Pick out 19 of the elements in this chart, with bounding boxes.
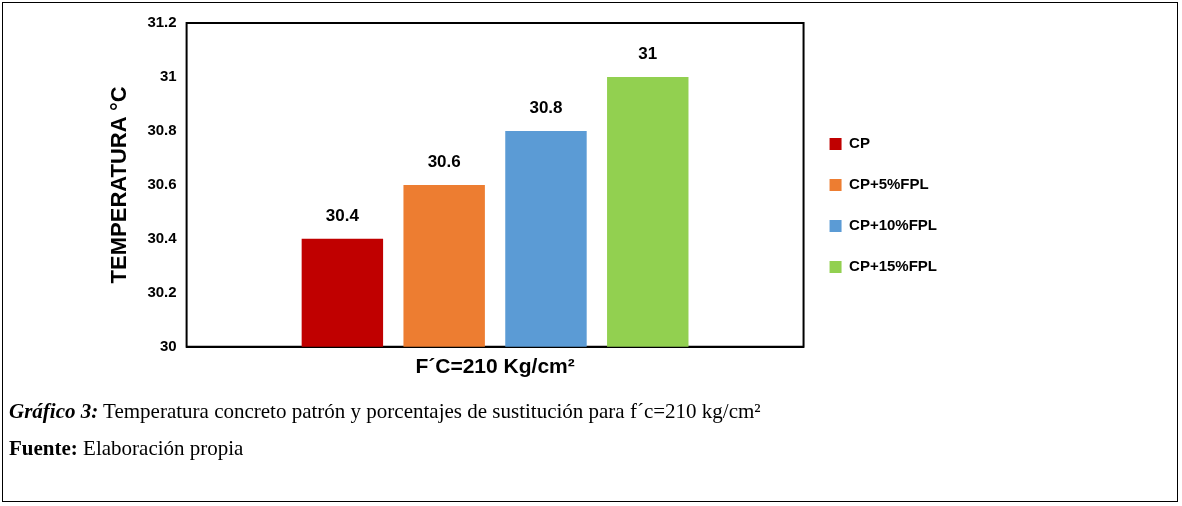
legend-label: CP+15%FPL <box>849 257 937 275</box>
y-tick-label: 30.2 <box>147 282 177 300</box>
y-tick-label: 30.8 <box>147 121 177 139</box>
y-tick-label: 31 <box>159 67 177 85</box>
data-label: 31 <box>638 44 658 64</box>
legend-label: CP+10%FPL <box>849 216 937 234</box>
data-label: 30.8 <box>529 98 563 118</box>
data-label: 30.4 <box>325 206 360 226</box>
y-tick-label: 30 <box>159 336 177 354</box>
text: Gráfico 3: Temperatura concreto patrón y porcentajes de sustitución para f´c=210 kg/cm² <box>9 398 761 425</box>
legend-label: CP <box>849 134 870 152</box>
x-tick-label: F´C=210 Kg/cm² <box>415 354 575 378</box>
y-tick-label: 31.2 <box>147 13 177 31</box>
y-tick-label: 30.6 <box>147 175 177 193</box>
data-label: 30.6 <box>427 152 461 172</box>
y-tick-label: 30.4 <box>147 229 178 247</box>
source-note: Fuente: Elaboración propia <box>9 435 245 462</box>
y-axis-title: TEMPERATURA °C <box>106 86 132 284</box>
legend-label: CP+5%FPL <box>849 175 929 193</box>
